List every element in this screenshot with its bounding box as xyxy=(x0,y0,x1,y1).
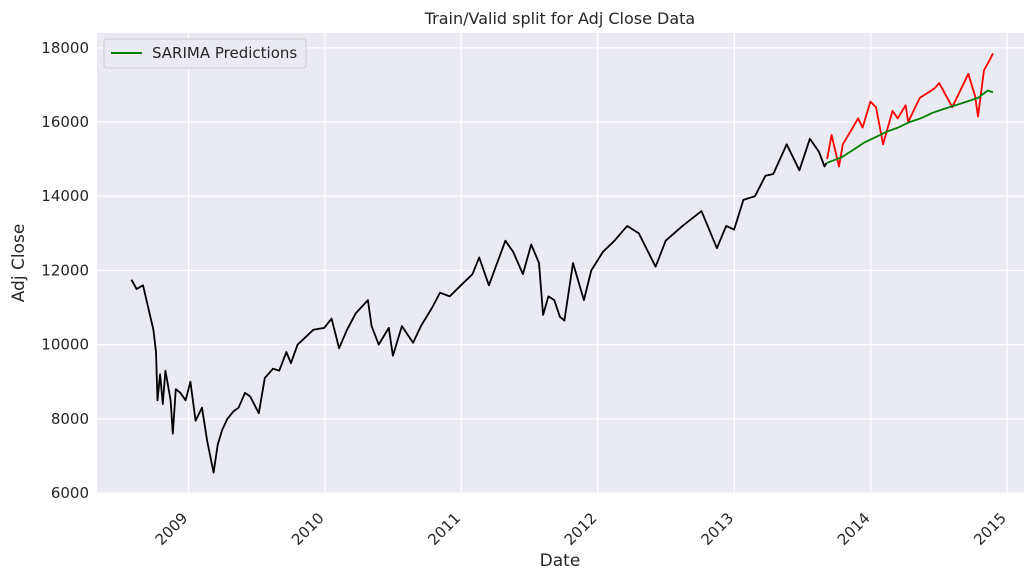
y-axis-label: Adj Close xyxy=(9,224,29,303)
y-tick-label: 12000 xyxy=(41,261,89,279)
plot-area xyxy=(97,33,1024,493)
grid xyxy=(97,33,1024,494)
x-tick-label: 2012 xyxy=(561,509,601,549)
y-tick-label: 18000 xyxy=(41,39,89,57)
x-axis-label: Date xyxy=(540,551,581,571)
x-tick-label: 2014 xyxy=(834,509,874,549)
x-tick-label: 2009 xyxy=(152,509,192,549)
legend: SARIMA Predictions xyxy=(103,38,307,69)
y-tick-label: 10000 xyxy=(41,336,89,354)
legend-frame xyxy=(103,38,307,69)
chart-title: Train/Valid split for Adj Close Data xyxy=(424,9,695,28)
legend-entry-sarima: SARIMA Predictions xyxy=(152,44,297,62)
x-tick-label: 2013 xyxy=(698,509,738,549)
y-tick-label: 16000 xyxy=(41,113,89,131)
series-line-1 xyxy=(130,137,828,474)
x-tick-label: 2015 xyxy=(970,509,1010,549)
series-line-3 xyxy=(826,89,994,164)
x-tick-label: 2011 xyxy=(424,509,464,549)
x-tick-label: 2010 xyxy=(288,509,328,549)
y-tick-label: 6000 xyxy=(51,484,89,502)
y-tick-label: 8000 xyxy=(51,410,89,428)
series-layer xyxy=(130,52,994,474)
y-tick-label: 14000 xyxy=(41,187,89,205)
